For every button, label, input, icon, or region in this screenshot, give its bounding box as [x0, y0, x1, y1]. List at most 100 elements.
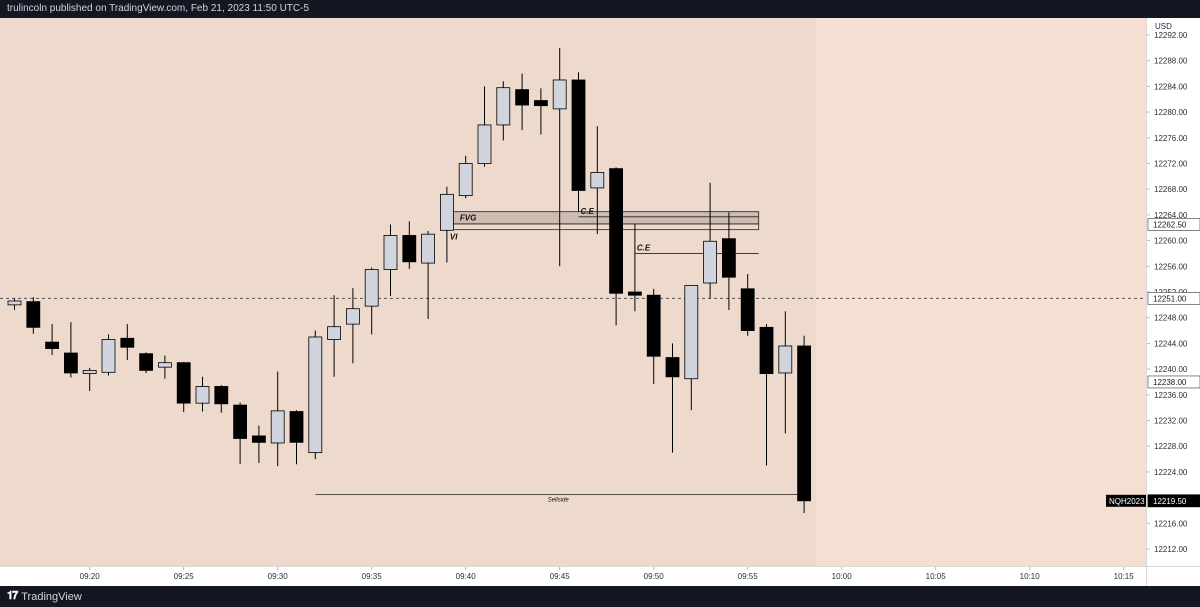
candle-body[interactable]	[759, 326, 774, 374]
candle-body[interactable]	[101, 339, 116, 373]
candle-body[interactable]	[26, 301, 41, 328]
price-tick-label: 12264.00	[1154, 211, 1188, 220]
price-tick-label: 12280.00	[1154, 108, 1188, 117]
price-tick-label: 12240.00	[1154, 365, 1188, 374]
price-tag	[1147, 494, 1200, 508]
candle-body[interactable]	[195, 386, 210, 404]
candlestick-chart[interactable]: FVG VI C.E C.E Sellside NQH2023	[0, 18, 1146, 566]
price-tick-label: 12232.00	[1154, 417, 1188, 426]
sellside-label: Sellside	[548, 497, 570, 503]
candle-body[interactable]	[120, 337, 135, 348]
price-axis[interactable]: USD 12292.00 12288.00 12284.00 12280.00 1227…	[1146, 18, 1200, 566]
tradingview-logo-icon: 𝟏𝟕	[7, 590, 18, 602]
candle-body[interactable]	[383, 235, 398, 270]
candle-body[interactable]	[7, 300, 22, 306]
price-tag	[1147, 375, 1200, 389]
axis-corner	[1146, 566, 1200, 586]
candle-body[interactable]	[628, 291, 642, 296]
time-tick-label: 09:35	[362, 572, 383, 581]
candle-body[interactable]	[139, 353, 154, 371]
candle-body[interactable]	[289, 411, 304, 443]
candle-body[interactable]	[421, 233, 436, 264]
price-tick-label: 12236.00	[1154, 391, 1188, 400]
time-tick-label: 10:00	[832, 572, 853, 581]
candle-body[interactable]	[477, 124, 492, 164]
candle-body[interactable]	[308, 336, 323, 454]
price-tick-label: 12284.00	[1154, 82, 1188, 91]
time-tick-label: 10:10	[1020, 572, 1041, 581]
time-tick-label: 09:50	[644, 572, 665, 581]
price-tick-label: 12248.00	[1154, 314, 1188, 323]
candle-body[interactable]	[214, 386, 229, 405]
time-tick-label: 09:45	[550, 572, 571, 581]
candle-body[interactable]	[740, 288, 755, 331]
price-tick-label: 12276.00	[1154, 134, 1188, 143]
candle-body[interactable]	[233, 404, 248, 439]
price-tick-label: 12268.00	[1154, 185, 1188, 194]
publish-header: trulincoln published on TradingView.com,…	[0, 0, 1200, 18]
candle-body[interactable]	[402, 235, 417, 263]
candle-body[interactable]	[327, 326, 342, 340]
vi-zone[interactable]	[446, 223, 760, 231]
candle-body[interactable]	[82, 369, 97, 374]
brand-name: TradingView	[21, 590, 82, 603]
candle-body[interactable]	[571, 79, 586, 191]
tradingview-brand[interactable]: 𝟏𝟕 TradingView	[7, 590, 82, 603]
time-tick-label: 09:20	[80, 572, 101, 581]
candle-body[interactable]	[496, 87, 511, 126]
time-tick-label: 10:15	[1114, 572, 1135, 581]
candle-body[interactable]	[45, 341, 59, 349]
time-tick-label: 09:40	[456, 572, 477, 581]
ce-label: C.E	[581, 207, 595, 216]
price-tag-label: 12238.00	[1153, 378, 1187, 387]
candle-body[interactable]	[364, 269, 379, 307]
candle-body[interactable]	[439, 193, 454, 231]
candle-body[interactable]	[552, 79, 567, 110]
price-tick-label: 12228.00	[1154, 442, 1188, 451]
candle-body[interactable]	[665, 357, 680, 378]
price-tag	[1147, 292, 1200, 305]
price-tick-label: 12288.00	[1154, 57, 1188, 66]
price-tag-label: 12251.00	[1153, 294, 1187, 303]
fvg-zone[interactable]	[446, 211, 760, 225]
candle-body[interactable]	[590, 172, 605, 189]
candle-body[interactable]	[684, 285, 699, 380]
candle-body[interactable]	[458, 163, 473, 197]
symbol-tag-label: NQH2023	[1109, 497, 1145, 506]
candle-body[interactable]	[345, 308, 360, 325]
candle-body[interactable]	[157, 362, 172, 368]
candle-body[interactable]	[176, 362, 191, 404]
price-tick-label: 12292.00	[1154, 31, 1188, 40]
candle-body[interactable]	[797, 345, 811, 502]
candle-body[interactable]	[64, 352, 78, 374]
candle-body[interactable]	[534, 100, 548, 107]
price-tick-label: 12224.00	[1154, 468, 1188, 477]
candle-body[interactable]	[251, 435, 266, 443]
price-unit-label: USD	[1155, 22, 1172, 31]
future-session-shading	[816, 18, 1146, 566]
time-tick-label: 09:55	[738, 572, 759, 581]
publisher-line: trulincoln published on TradingView.com,…	[7, 3, 310, 14]
price-tag-label: 12262.50	[1153, 221, 1187, 230]
time-tick-label: 10:05	[926, 572, 947, 581]
footer-bar: 𝟏𝟕 TradingView	[0, 586, 1200, 607]
time-axis[interactable]: 09:20 09:25 09:30 09:35 09:40 09:45 09:50 09:55…	[0, 566, 1146, 586]
fvg-label: FVG	[460, 214, 476, 223]
candle-body[interactable]	[722, 238, 736, 278]
candle-body[interactable]	[778, 345, 793, 374]
candle-body[interactable]	[703, 240, 717, 284]
candle-body[interactable]	[270, 410, 285, 444]
price-tick-label: 12272.00	[1154, 160, 1188, 169]
candle-body[interactable]	[609, 168, 623, 294]
chart-plot-area[interactable]: FVG VI C.E C.E Sellside NQH2023	[0, 18, 1146, 566]
time-tick-label: 09:25	[174, 572, 195, 581]
vi-label: VI	[450, 233, 458, 242]
candle-body[interactable]	[646, 294, 661, 357]
symbol-tag	[1106, 494, 1146, 507]
candle-body[interactable]	[515, 89, 529, 106]
price-tick-label: 12216.00	[1154, 519, 1188, 528]
time-tick-label: 09:30	[268, 572, 289, 581]
ce-label: C.E	[637, 243, 651, 252]
price-tick-label: 12244.00	[1154, 339, 1188, 348]
price-tick-label: 12256.00	[1154, 262, 1188, 271]
